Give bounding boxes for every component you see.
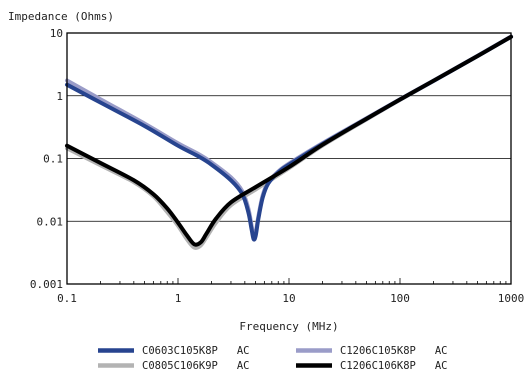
x-axis-title: Frequency (MHz) xyxy=(239,320,338,333)
series-line-1 xyxy=(65,34,513,239)
y-tick-label: 0.001 xyxy=(30,278,63,291)
legend-label-2: C0805C106K9P AC xyxy=(142,360,249,372)
y-tick-label: 0.1 xyxy=(43,153,63,166)
series-line-0 xyxy=(65,34,513,242)
grid-layer xyxy=(67,32,511,285)
y-tick-label: 10 xyxy=(50,27,63,40)
x-tick-label: 1000 xyxy=(498,292,525,305)
x-tick-label: 1 xyxy=(175,292,182,305)
tick-layer: 0.001 0.01 0.1 1 10 0.1 1 10 100 1000 xyxy=(30,27,524,305)
legend-label-0: C0603C105K8P AC xyxy=(142,345,249,357)
series-line-3 xyxy=(65,34,513,247)
y-tick-label: 0.01 xyxy=(37,215,64,228)
x-tick-label: 10 xyxy=(282,292,295,305)
series-line-2 xyxy=(65,34,513,250)
y-axis-title: Impedance (Ohms) xyxy=(8,10,114,23)
x-tick-label: 100 xyxy=(390,292,410,305)
legend: C0603C105K8P AC C1206C105K8P AC C0805C106K… xyxy=(98,345,447,372)
x-tick-label: 0.1 xyxy=(57,292,77,305)
series-layer xyxy=(65,34,513,250)
legend-label-1: C1206C105K8P AC xyxy=(340,345,447,357)
y-tick-label: 1 xyxy=(56,90,63,103)
legend-label-3: C1206C106K8P AC xyxy=(340,360,447,372)
